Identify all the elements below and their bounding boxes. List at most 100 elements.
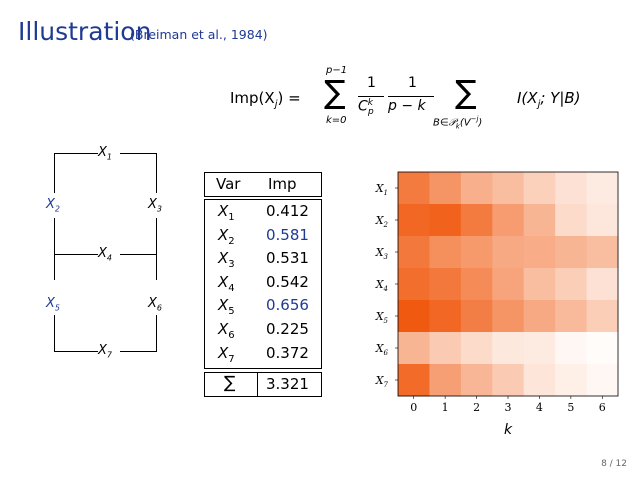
- heatmap-cell: [523, 364, 556, 397]
- y-tick-label: X4: [375, 278, 388, 293]
- heatmap-cell: [586, 364, 619, 397]
- table-row-var: X6: [218, 320, 235, 341]
- heatmap-cell: [586, 332, 619, 365]
- heatmap-cell: [492, 268, 525, 301]
- variable-graph: X1 X2 X3 X4 X5 X6 X7: [40, 140, 190, 365]
- x-tick-label: 0: [410, 401, 417, 414]
- formula-lhs-close: ) =: [277, 89, 301, 107]
- heatmap-cell: [586, 172, 619, 205]
- heatmap-cell: [460, 172, 493, 205]
- edge-x4-right: [120, 254, 157, 255]
- heatmap-cell: [523, 236, 556, 269]
- heatmap-cell: [429, 172, 462, 205]
- formula-rhs-close: ; Y|B): [540, 89, 581, 107]
- y-tick-label: X3: [375, 246, 389, 261]
- sum2-bottom-sup: −j: [470, 115, 479, 123]
- heatmap-cell: [429, 332, 462, 365]
- frac1-den-sub: p: [368, 107, 374, 118]
- node-x4: X4: [98, 246, 112, 263]
- heatmap-cell: [555, 300, 588, 333]
- heatmap-cell: [523, 300, 556, 333]
- edge-x4-left: [54, 254, 98, 255]
- heatmap-cell: [586, 204, 619, 237]
- heatmap-cell: [398, 236, 430, 269]
- edge-x5-x7: [54, 315, 55, 352]
- edge-x3-x6: [156, 218, 157, 280]
- table-row-imp: 0.531: [266, 249, 309, 268]
- heatmap-cell: [398, 172, 430, 205]
- header-imp: Imp: [268, 175, 297, 193]
- sum-symbol: ∑: [224, 373, 236, 393]
- heatmap-cell: [555, 236, 588, 269]
- frac2-denominator: p − k: [388, 98, 426, 114]
- heatmap-cell: [555, 268, 588, 301]
- table-row-var: X5: [218, 296, 235, 318]
- y-tick-label: X1: [375, 182, 388, 197]
- heatmap-cell: [429, 364, 462, 397]
- heatmap-cell: [398, 204, 430, 237]
- table-row-var: X3: [218, 249, 235, 271]
- table-row-imp: 0.581: [266, 225, 309, 244]
- x-tick-label: 4: [536, 401, 543, 414]
- heatmap-cell: [460, 300, 493, 333]
- heatmap-cell: [586, 268, 619, 301]
- edge-x1-left: [54, 153, 98, 154]
- table-sum-box: [204, 372, 322, 397]
- x-axis-label: k: [504, 422, 513, 438]
- slide-title: Illustration: [18, 17, 152, 46]
- x-tick-label: 1: [442, 401, 449, 414]
- node-x6: X6: [148, 296, 162, 313]
- table-row-var: X1: [218, 202, 235, 223]
- heatmap-cell: [492, 300, 525, 333]
- node-x5: X5: [46, 296, 60, 313]
- frac2-numerator: 1: [408, 75, 417, 91]
- edge-x1-x2: [54, 153, 55, 193]
- heatmap-cell: [429, 300, 462, 333]
- frac1-den-sup: k: [367, 98, 373, 108]
- x-tick-label: 5: [567, 401, 574, 414]
- heatmap-cell: [586, 236, 619, 269]
- heatmap-cell: [492, 204, 525, 237]
- node-x3: X3: [148, 197, 162, 214]
- node-x2: X2: [46, 197, 60, 214]
- sum2-bottom-tail: (V: [459, 117, 471, 129]
- sum2-bottom-close: ): [478, 117, 483, 129]
- heatmap-cell: [460, 332, 493, 365]
- sigma-symbol-2: ∑: [455, 73, 477, 111]
- heatmap-cell: [398, 364, 430, 397]
- node-x1: X1: [98, 145, 112, 162]
- sum2-bottom-sub: k: [455, 122, 460, 131]
- table-row-var: X7: [218, 343, 235, 365]
- heatmap-cell: [398, 332, 430, 365]
- heatmap-cell: [492, 236, 525, 269]
- table-row-imp: 0.225: [266, 320, 309, 338]
- heatmap-cell: [523, 204, 556, 237]
- x-tick-label: 6: [599, 401, 606, 414]
- sum-value: 3.321: [266, 375, 309, 393]
- heatmap-cell: [523, 172, 556, 205]
- page-number: 8 / 12: [601, 459, 627, 469]
- frac1-denominator: C: [358, 98, 368, 115]
- heatmap-cell: [460, 268, 493, 301]
- heatmap-cell: [429, 268, 462, 301]
- table-row-imp: 0.412: [266, 202, 309, 220]
- sum-divider: [257, 372, 258, 397]
- frac1-numerator: 1: [367, 75, 376, 91]
- edge-x1-right: [120, 153, 157, 154]
- edge-x7-left: [54, 351, 98, 352]
- table-row-var: X4: [218, 272, 235, 294]
- heatmap-cell: [555, 172, 588, 205]
- sigma-symbol-1: ∑: [324, 73, 346, 111]
- heatmap-cell: [460, 204, 493, 237]
- y-tick-label: X6: [375, 342, 389, 357]
- heatmap-cell: [492, 332, 525, 365]
- table-body-box: [204, 199, 322, 369]
- heatmap-cell: [429, 236, 462, 269]
- table-row-var: X2: [218, 225, 235, 247]
- heatmap-cell: [523, 332, 556, 365]
- heatmap-cell: [555, 332, 588, 365]
- frac1-line: [358, 96, 384, 97]
- table-row-imp: 0.542: [266, 272, 309, 291]
- formula-lhs-sub: j: [274, 99, 278, 110]
